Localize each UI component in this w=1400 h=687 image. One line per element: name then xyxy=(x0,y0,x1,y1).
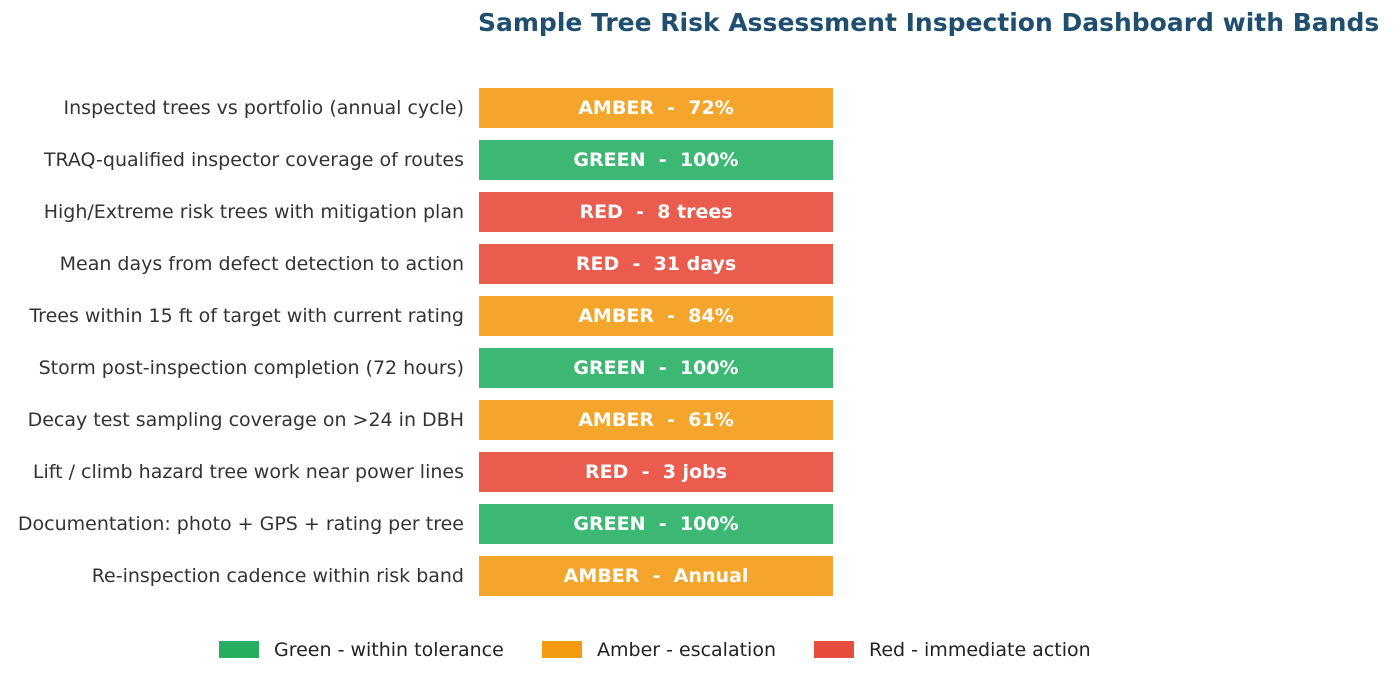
legend-item-green: Green - within tolerance xyxy=(219,639,504,661)
status-value-label: RED - 3 jobs xyxy=(585,461,727,483)
legend-item-amber: Amber - escalation xyxy=(542,639,776,661)
status-band: AMBER xyxy=(578,305,654,327)
status-band: AMBER xyxy=(564,565,640,587)
status-band: GREEN xyxy=(573,357,645,379)
legend-item-red: Red - immediate action xyxy=(814,639,1091,661)
status-band: AMBER xyxy=(578,409,654,431)
status-value: Annual xyxy=(674,565,749,587)
status-bar-red xyxy=(479,192,833,232)
status-bar-red xyxy=(479,452,833,492)
dashboard-row: High/Extreme risk trees with mitigation … xyxy=(44,192,833,232)
row-label: High/Extreme risk trees with mitigation … xyxy=(44,201,464,223)
status-separator: - xyxy=(654,97,688,119)
status-band: RED xyxy=(576,253,619,275)
status-separator: - xyxy=(623,201,657,223)
row-label: Mean days from defect detection to actio… xyxy=(60,253,464,275)
status-separator: - xyxy=(654,305,688,327)
row-label: TRAQ-qualified inspector coverage of rou… xyxy=(43,149,464,171)
status-band: RED xyxy=(585,461,628,483)
status-separator: - xyxy=(646,149,680,171)
status-value: 3 jobs xyxy=(663,461,727,483)
status-band: AMBER xyxy=(578,97,654,119)
status-bar-green xyxy=(479,140,833,180)
dashboard-row: Documentation: photo + GPS + rating per … xyxy=(18,504,833,544)
status-band: RED xyxy=(579,201,622,223)
status-separator: - xyxy=(619,253,653,275)
dashboard-row: Decay test sampling coverage on >24 in D… xyxy=(28,400,833,440)
status-bar-red xyxy=(479,244,833,284)
status-separator: - xyxy=(646,513,680,535)
legend-swatch xyxy=(542,641,582,658)
chart-title: Sample Tree Risk Assessment Inspection D… xyxy=(478,8,1380,37)
legend-swatch xyxy=(219,641,259,658)
legend: Green - within tolerance Amber - escalati… xyxy=(219,639,1091,661)
status-band: GREEN xyxy=(573,149,645,171)
status-value: 100% xyxy=(680,357,739,379)
row-label: Re-inspection cadence within risk band xyxy=(92,565,464,587)
row-label: Documentation: photo + GPS + rating per … xyxy=(18,513,464,535)
legend-label: Green - within tolerance xyxy=(274,639,504,661)
status-value: 100% xyxy=(680,149,739,171)
row-label: Trees within 15 ft of target with curren… xyxy=(28,305,464,327)
status-bar-amber xyxy=(479,296,833,336)
legend-label: Red - immediate action xyxy=(869,639,1091,661)
row-label: Inspected trees vs portfolio (annual cyc… xyxy=(64,97,464,119)
status-value-label: GREEN - 100% xyxy=(573,357,738,379)
status-separator: - xyxy=(646,357,680,379)
status-value-label: AMBER - Annual xyxy=(564,565,749,587)
row-label: Storm post-inspection completion (72 hou… xyxy=(39,357,464,379)
status-bar-amber xyxy=(479,88,833,128)
dashboard-row: Inspected trees vs portfolio (annual cyc… xyxy=(64,88,833,128)
status-separator: - xyxy=(654,409,688,431)
row-label: Decay test sampling coverage on >24 in D… xyxy=(28,409,464,431)
status-value-label: AMBER - 61% xyxy=(578,409,734,431)
status-bar-green xyxy=(479,348,833,388)
dashboard-row: Lift / climb hazard tree work near power… xyxy=(33,452,833,492)
status-value-label: GREEN - 100% xyxy=(573,149,738,171)
status-separator: - xyxy=(639,565,673,587)
status-value: 8 trees xyxy=(657,201,732,223)
status-value: 100% xyxy=(680,513,739,535)
status-value: 61% xyxy=(688,409,733,431)
status-value-label: RED - 31 days xyxy=(576,253,736,275)
status-value-label: AMBER - 72% xyxy=(578,97,734,119)
status-value: 84% xyxy=(688,305,733,327)
dashboard-row: Storm post-inspection completion (72 hou… xyxy=(39,348,833,388)
status-value: 31 days xyxy=(654,253,737,275)
status-value-label: RED - 8 trees xyxy=(579,201,732,223)
status-band: GREEN xyxy=(573,513,645,535)
dashboard-row: Trees within 15 ft of target with curren… xyxy=(28,296,833,336)
status-bar-green xyxy=(479,504,833,544)
status-value-label: AMBER - 84% xyxy=(578,305,734,327)
row-label: Lift / climb hazard tree work near power… xyxy=(33,461,464,483)
legend-label: Amber - escalation xyxy=(597,639,776,661)
dashboard-row: TRAQ-qualified inspector coverage of rou… xyxy=(43,140,833,180)
status-bar-amber xyxy=(479,556,833,596)
status-value: 72% xyxy=(688,97,733,119)
legend-swatch xyxy=(814,641,854,658)
status-separator: - xyxy=(628,461,662,483)
status-bar-amber xyxy=(479,400,833,440)
status-value-label: GREEN - 100% xyxy=(573,513,738,535)
dashboard-row: Mean days from defect detection to actio… xyxy=(60,244,833,284)
dashboard-row: Re-inspection cadence within risk band AM… xyxy=(92,556,833,596)
